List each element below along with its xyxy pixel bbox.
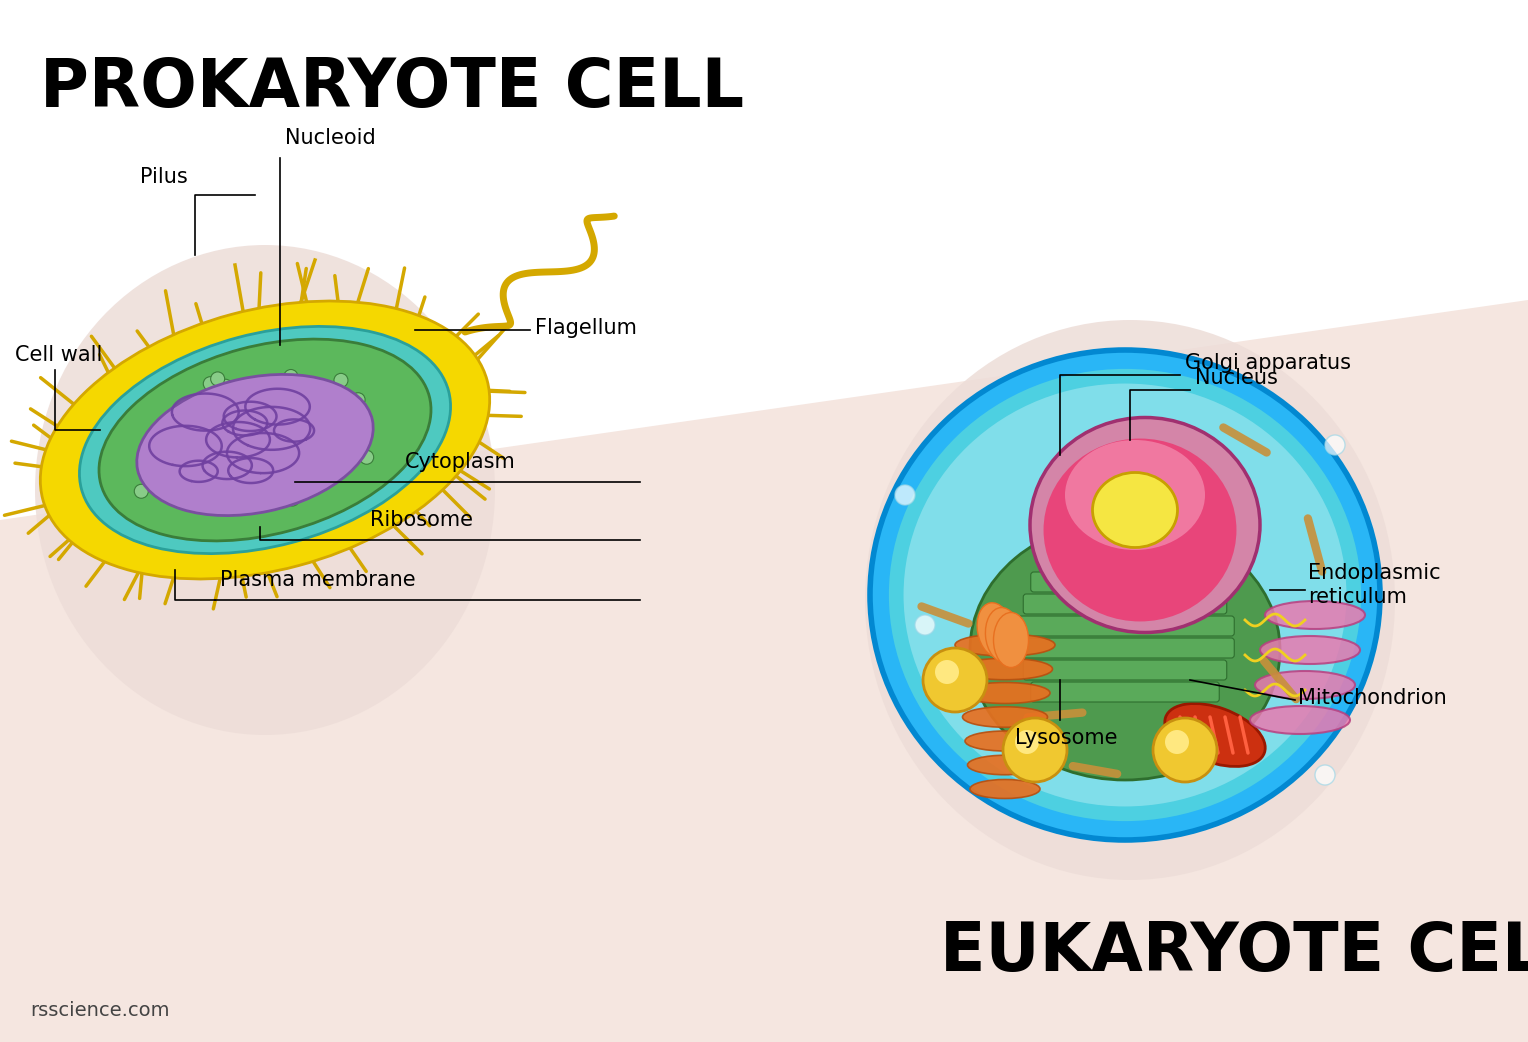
FancyBboxPatch shape <box>1024 660 1227 680</box>
Ellipse shape <box>869 350 1380 840</box>
Text: Nucleoid: Nucleoid <box>286 128 376 148</box>
Circle shape <box>923 648 987 712</box>
Text: Endoplasmic
reticulum: Endoplasmic reticulum <box>1308 564 1441 606</box>
Ellipse shape <box>903 382 1348 808</box>
Text: Pilus: Pilus <box>141 167 188 187</box>
Circle shape <box>316 465 330 479</box>
Text: Flagellum: Flagellum <box>535 318 637 338</box>
FancyBboxPatch shape <box>1031 572 1219 592</box>
Ellipse shape <box>1254 671 1355 699</box>
Text: EUKARYOTE CELL: EUKARYOTE CELL <box>940 919 1528 985</box>
FancyBboxPatch shape <box>1016 616 1235 636</box>
Circle shape <box>203 376 217 391</box>
FancyBboxPatch shape <box>1031 683 1219 702</box>
Circle shape <box>1164 730 1189 754</box>
Circle shape <box>286 463 301 476</box>
Circle shape <box>223 496 237 511</box>
Ellipse shape <box>993 613 1028 668</box>
Circle shape <box>350 413 364 427</box>
Circle shape <box>174 435 188 449</box>
Circle shape <box>286 492 299 506</box>
Ellipse shape <box>79 326 451 553</box>
Ellipse shape <box>976 602 1013 658</box>
Circle shape <box>153 432 167 446</box>
Circle shape <box>246 473 260 487</box>
Circle shape <box>1002 718 1067 782</box>
Text: Cytoplasm: Cytoplasm <box>405 452 516 472</box>
Ellipse shape <box>1065 440 1206 550</box>
Ellipse shape <box>960 683 1050 703</box>
Circle shape <box>191 455 205 470</box>
Ellipse shape <box>958 659 1053 679</box>
Text: Plasma membrane: Plasma membrane <box>220 570 416 590</box>
Ellipse shape <box>1250 706 1351 734</box>
FancyBboxPatch shape <box>1024 594 1227 614</box>
Ellipse shape <box>1265 601 1365 629</box>
Circle shape <box>289 382 304 397</box>
Circle shape <box>238 403 254 418</box>
Text: Cell wall: Cell wall <box>15 345 102 365</box>
Ellipse shape <box>955 634 1054 656</box>
FancyBboxPatch shape <box>1016 638 1235 658</box>
Circle shape <box>1316 765 1335 785</box>
Circle shape <box>359 450 374 465</box>
Circle shape <box>322 447 338 461</box>
Ellipse shape <box>970 779 1041 798</box>
Text: PROKARYOTE CELL: PROKARYOTE CELL <box>40 55 744 121</box>
Text: rsscience.com: rsscience.com <box>31 1001 170 1020</box>
Circle shape <box>935 660 960 684</box>
Circle shape <box>203 437 217 450</box>
Ellipse shape <box>986 607 1021 663</box>
Circle shape <box>270 389 286 403</box>
Ellipse shape <box>1261 636 1360 664</box>
Text: Nucleus: Nucleus <box>1195 368 1277 388</box>
Ellipse shape <box>963 706 1048 727</box>
Ellipse shape <box>138 374 373 516</box>
Circle shape <box>335 373 348 388</box>
Ellipse shape <box>1093 472 1178 547</box>
Circle shape <box>351 393 365 406</box>
Polygon shape <box>0 300 1528 1042</box>
Circle shape <box>284 370 298 383</box>
Circle shape <box>1015 730 1039 754</box>
Circle shape <box>197 439 211 453</box>
Circle shape <box>211 372 225 386</box>
Ellipse shape <box>99 339 431 541</box>
Ellipse shape <box>970 520 1280 780</box>
Circle shape <box>157 475 171 490</box>
Circle shape <box>134 485 148 498</box>
Circle shape <box>1325 435 1345 455</box>
Circle shape <box>226 401 241 415</box>
Circle shape <box>200 415 214 428</box>
Circle shape <box>1154 718 1216 782</box>
Ellipse shape <box>1030 418 1261 632</box>
Ellipse shape <box>865 320 1395 880</box>
Ellipse shape <box>888 368 1363 822</box>
Circle shape <box>219 379 232 393</box>
Circle shape <box>915 615 935 635</box>
Circle shape <box>289 387 303 401</box>
Circle shape <box>335 391 348 405</box>
Ellipse shape <box>967 755 1042 775</box>
Circle shape <box>895 485 915 505</box>
Circle shape <box>205 436 220 450</box>
Ellipse shape <box>35 245 495 735</box>
Ellipse shape <box>1042 438 1238 622</box>
Text: Lysosome: Lysosome <box>1015 728 1117 748</box>
Text: Ribosome: Ribosome <box>370 510 474 530</box>
Text: Mitochondrion: Mitochondrion <box>1297 688 1447 708</box>
Ellipse shape <box>966 731 1045 751</box>
Text: Golgi apparatus: Golgi apparatus <box>1186 353 1351 373</box>
Ellipse shape <box>1164 703 1265 767</box>
Ellipse shape <box>40 301 489 579</box>
Circle shape <box>310 425 324 439</box>
